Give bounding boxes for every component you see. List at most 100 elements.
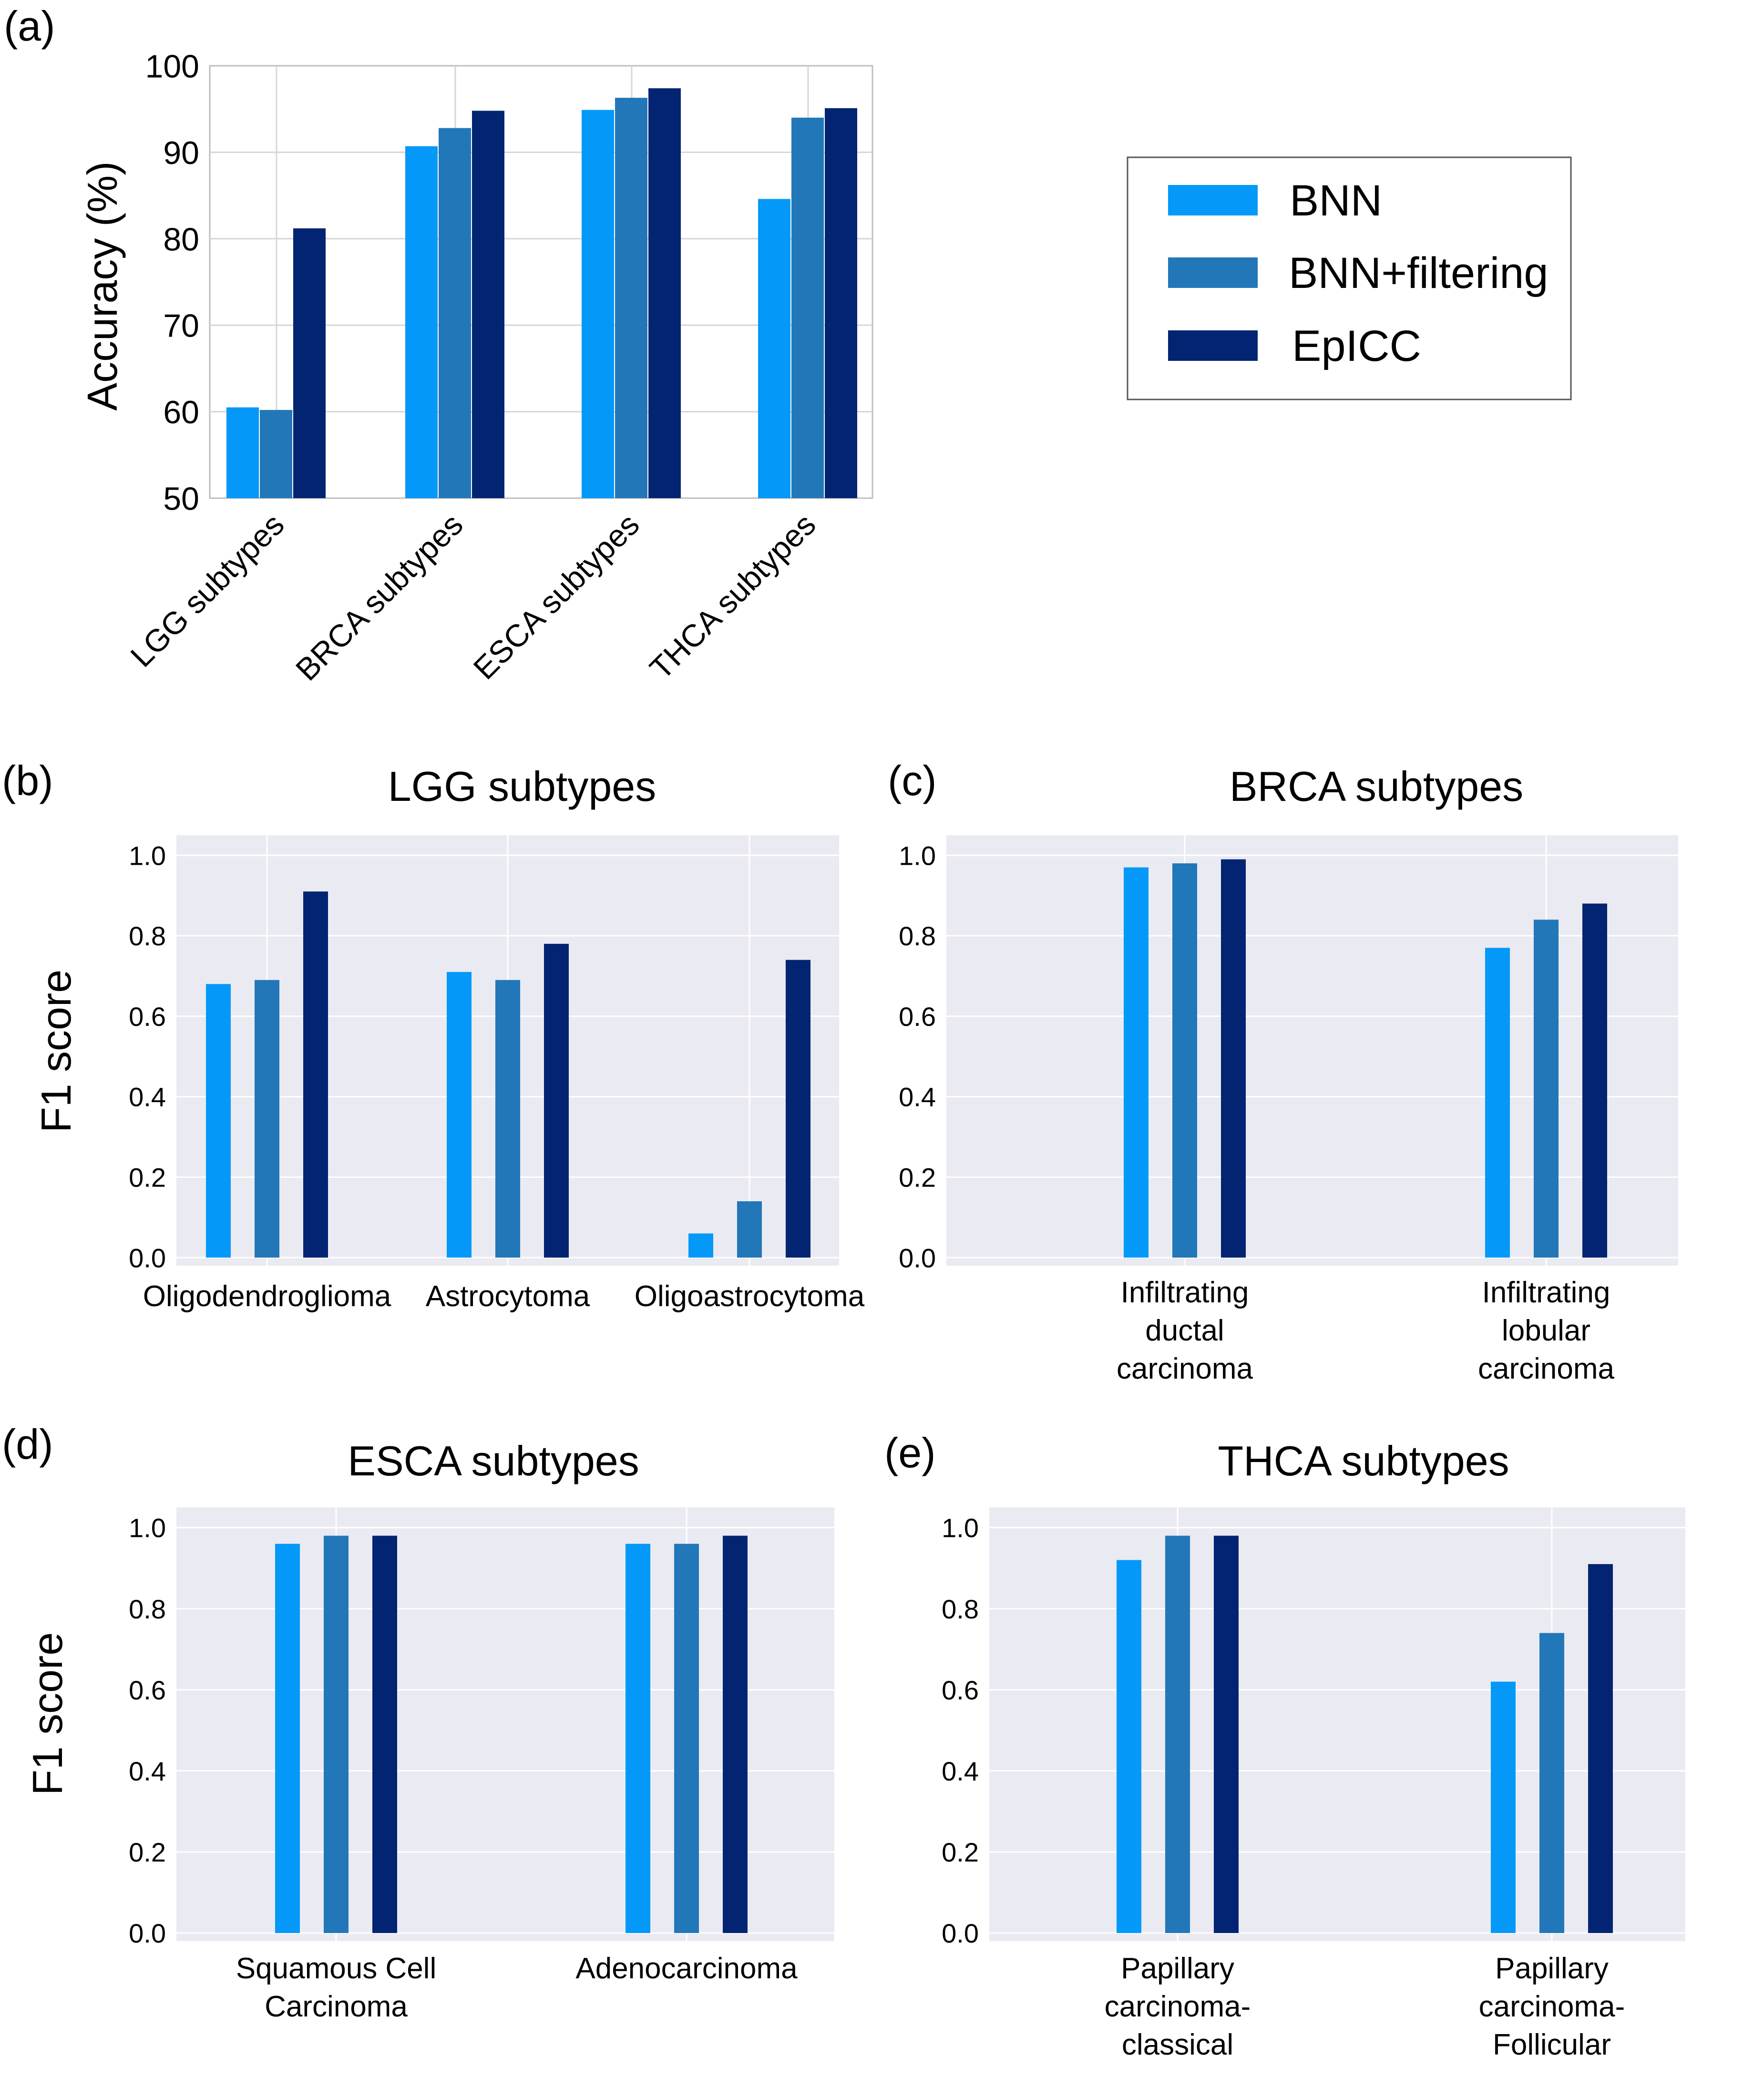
y-tick-label: 1.0: [129, 840, 166, 870]
bar-bnn-0: [1124, 867, 1149, 1258]
x-tick-label: Papillary: [1495, 1952, 1609, 1985]
y-tick-label: 0.8: [129, 1594, 166, 1624]
y-tick-label: 0.2: [129, 1837, 166, 1867]
y-axis-label: F1 score: [32, 970, 80, 1133]
legend-swatch-bnn: [1168, 185, 1258, 215]
y-axis-label: F1 score: [24, 1632, 71, 1795]
bar-epicc-1: [544, 943, 569, 1258]
bar-bnn-2: [582, 110, 614, 499]
bar-bnn-1: [405, 146, 438, 498]
x-tick-label: ESCA subtypes: [466, 507, 646, 686]
legend-swatch-epicc: [1168, 330, 1258, 361]
x-tick-label: BRCA subtypes: [289, 507, 470, 687]
bar-bnn-filtering-0: [1172, 863, 1197, 1258]
x-tick-label: Oligodendroglioma: [143, 1280, 391, 1313]
y-tick-label: 0.4: [942, 1756, 979, 1786]
panel-label: (a): [4, 2, 55, 50]
x-tick-label: carcinoma: [1117, 1352, 1253, 1385]
bar-epicc-0: [372, 1535, 397, 1933]
bar-bnn-filtering-1: [495, 980, 520, 1258]
chart-title: LGG subtypes: [388, 763, 656, 810]
y-tick-label: 0.8: [942, 1594, 979, 1624]
legend-label: BNN: [1290, 176, 1382, 225]
bar-epicc-1: [1588, 1564, 1613, 1933]
bar-bnn-1: [626, 1544, 650, 1933]
y-tick-label: 0.0: [129, 1243, 166, 1273]
x-tick-label: carcinoma: [1478, 1352, 1615, 1385]
legend-label: BNN+filtering: [1289, 249, 1549, 297]
plot-background: [989, 1507, 1685, 1941]
bar-bnn-filtering-2: [615, 98, 647, 499]
y-tick-label: 90: [163, 135, 199, 171]
panel-label: (c): [888, 757, 937, 804]
bar-epicc-0: [303, 891, 328, 1258]
bar-bnn-0: [226, 407, 259, 498]
plot-background: [946, 835, 1678, 1266]
panel-d-esca-f1-chart: (d) 0.0 0.2 0.4 0.6 0.8 1.0 ESCA subtypes F1 sco…: [2, 1421, 834, 2023]
y-tick-label: 70: [163, 308, 199, 344]
bar-epicc-0: [1214, 1535, 1239, 1933]
x-tick-label: THCA subtypes: [643, 507, 822, 686]
y-tick-label: 0.4: [129, 1756, 166, 1786]
x-tick-label: classical: [1122, 2028, 1233, 2061]
bar-bnn-filtering-0: [260, 409, 292, 498]
legend-label: EpICC: [1292, 322, 1421, 370]
x-tick-label: Infiltrating: [1482, 1276, 1610, 1309]
panel-b-lgg-f1-chart: (b) 0.0 0.2 0.4 0.6 0.8 1.0 LGG subtypes F1 scor…: [2, 757, 865, 1313]
x-tick-label: Carcinoma: [265, 1990, 408, 2023]
legend-swatch-bnn-filtering: [1168, 257, 1258, 288]
y-tick-label: 0.0: [129, 1918, 166, 1948]
bar-epicc-1: [472, 111, 504, 498]
panel-label: (d): [2, 1421, 53, 1468]
bar-bnn-0: [206, 984, 231, 1258]
y-tick-label: 0.4: [129, 1082, 166, 1112]
y-tick-label: 0.2: [942, 1837, 979, 1867]
y-tick-label: 1.0: [129, 1513, 166, 1543]
x-tick-label: carcinoma-: [1479, 1990, 1625, 2023]
y-tick-label: 0.8: [129, 921, 166, 951]
x-tick-label: Papillary: [1121, 1952, 1234, 1985]
bar-epicc-0: [1221, 859, 1246, 1258]
bar-bnn-2: [688, 1233, 713, 1258]
bar-bnn-filtering-2: [737, 1201, 762, 1258]
y-axis-label: Accuracy (%): [79, 161, 126, 410]
x-tick-label: Follicular: [1493, 2028, 1611, 2061]
x-tick-label: Squamous Cell: [236, 1952, 436, 1985]
bar-epicc-1: [723, 1535, 748, 1933]
bar-epicc-1: [1582, 903, 1607, 1258]
bar-bnn-filtering-3: [791, 117, 824, 499]
bar-epicc-0: [293, 228, 326, 499]
bar-bnn-3: [758, 199, 790, 499]
bar-bnn-0: [275, 1544, 300, 1933]
panel-c-brca-f1-chart: (c) 0.0 0.2 0.4 0.6 0.8 1.0 BRCA subtypes Infilt…: [888, 757, 1678, 1385]
bar-bnn-0: [1117, 1560, 1141, 1933]
panel-label: (b): [2, 757, 53, 804]
y-tick-label: 0.4: [899, 1082, 936, 1112]
x-tick-label: Astrocytoma: [426, 1280, 590, 1313]
y-tick-label: 0.0: [942, 1918, 979, 1948]
y-tick-label: 50: [163, 481, 199, 517]
chart-title: BRCA subtypes: [1230, 763, 1523, 810]
y-tick-label: 0.6: [942, 1675, 979, 1705]
y-tick-label: 0.6: [129, 1675, 166, 1705]
bar-bnn-filtering-1: [674, 1544, 699, 1933]
legend: BNN BNN+filtering EpICC: [1127, 156, 1572, 400]
bar-bnn-filtering-1: [1539, 1633, 1564, 1933]
bar-bnn-1: [447, 972, 472, 1258]
bar-bnn-filtering-0: [324, 1535, 349, 1933]
x-tick-label: carcinoma-: [1105, 1990, 1251, 2023]
bar-bnn-filtering-0: [255, 980, 279, 1258]
chart-title: THCA subtypes: [1218, 1437, 1509, 1484]
x-tick-label: LGG subtypes: [123, 507, 291, 674]
x-tick-label: Oligoastrocytoma: [635, 1280, 865, 1313]
panel-label: (e): [884, 1429, 936, 1476]
panel-a-accuracy-chart: (a) 50 60 70 80 90 100 Accuracy (%) LGG subtypes…: [4, 2, 873, 687]
y-tick-label: 0.0: [899, 1243, 936, 1273]
bar-bnn-filtering-1: [1534, 920, 1559, 1258]
y-tick-label: 0.6: [129, 1002, 166, 1032]
y-tick-label: 80: [163, 221, 199, 257]
x-tick-label: ductal: [1145, 1314, 1224, 1347]
bar-epicc-3: [825, 108, 857, 499]
bar-bnn-1: [1485, 948, 1510, 1258]
